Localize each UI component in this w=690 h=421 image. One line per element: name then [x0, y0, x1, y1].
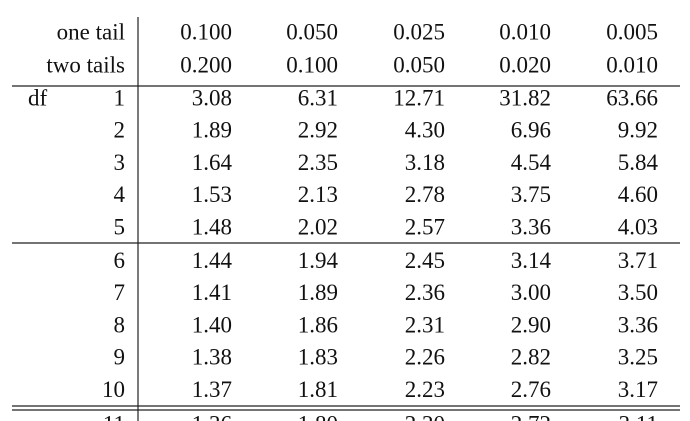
value-cell: 63.66 [606, 85, 658, 110]
value-cell: 1.94 [298, 248, 339, 273]
value-cell: 2.26 [405, 345, 445, 370]
header-cell: 0.050 [286, 19, 338, 44]
value-cell: 1.48 [192, 214, 232, 239]
header-cell: 0.005 [606, 19, 658, 44]
value-cell: 3.17 [618, 377, 658, 402]
value-cell: 6.31 [298, 85, 338, 110]
value-cell: 3.11 [619, 411, 658, 421]
value-cell: 4.54 [511, 150, 552, 175]
value-cell: 1.36 [192, 411, 232, 421]
df-cell: 3 [114, 150, 126, 175]
value-cell: 2.57 [405, 214, 445, 239]
value-cell: 1.38 [192, 345, 232, 370]
value-cell: 3.36 [618, 312, 658, 337]
header-cell: 0.100 [180, 19, 232, 44]
header-label: one tail [57, 19, 125, 44]
value-cell: 3.25 [618, 345, 658, 370]
value-cell: 9.92 [618, 118, 658, 143]
df-cell: 5 [114, 214, 126, 239]
value-cell: 2.78 [405, 182, 445, 207]
value-cell: 2.23 [405, 377, 445, 402]
value-cell: 1.81 [298, 377, 338, 402]
value-cell: 2.45 [405, 248, 445, 273]
value-cell: 3.18 [405, 150, 445, 175]
value-cell: 2.90 [511, 312, 551, 337]
value-cell: 2.35 [298, 150, 338, 175]
value-cell: 3.08 [192, 85, 232, 110]
value-cell: 1.41 [192, 280, 232, 305]
value-cell: 3.50 [618, 280, 658, 305]
value-cell: 2.76 [511, 377, 551, 402]
value-cell: 31.82 [499, 85, 551, 110]
df-cell: 8 [114, 312, 126, 337]
df-cell: 6 [114, 248, 126, 273]
value-cell: 3.71 [618, 248, 658, 273]
header-cell: 0.100 [286, 52, 338, 77]
value-cell: 12.71 [393, 85, 445, 110]
header-cell: 0.050 [393, 52, 445, 77]
header-cell: 0.025 [393, 19, 445, 44]
df-cell: 4 [114, 182, 126, 207]
df-cell: 2 [114, 118, 126, 143]
value-cell: 1.80 [298, 411, 338, 421]
value-cell: 2.36 [405, 280, 445, 305]
value-cell: 2.02 [298, 214, 338, 239]
value-cell: 1.40 [192, 312, 232, 337]
value-cell: 3.00 [511, 280, 551, 305]
df-cell: 10 [102, 377, 125, 402]
value-cell: 3.14 [511, 248, 552, 273]
df-cell: 9 [114, 345, 126, 370]
value-cell: 2.92 [298, 118, 338, 143]
value-cell: 1.64 [192, 150, 233, 175]
value-cell: 1.53 [192, 182, 232, 207]
header-cell: 0.020 [499, 52, 551, 77]
value-cell: 1.44 [192, 248, 233, 273]
value-cell: 6.96 [511, 118, 551, 143]
df-cell: 11 [103, 411, 125, 421]
df-label: df [28, 85, 48, 110]
value-cell: 1.89 [298, 280, 338, 305]
header-cell: 0.200 [180, 52, 232, 77]
value-cell: 2.13 [298, 182, 338, 207]
df-cell: 7 [114, 280, 126, 305]
value-cell: 1.37 [192, 377, 232, 402]
header-cell: 0.010 [606, 52, 658, 77]
value-cell: 1.86 [298, 312, 338, 337]
value-cell: 1.83 [298, 345, 338, 370]
value-cell: 1.89 [192, 118, 232, 143]
value-cell: 2.20 [405, 411, 445, 421]
value-cell: 2.31 [405, 312, 445, 337]
value-cell: 5.84 [618, 150, 659, 175]
value-cell: 3.75 [511, 182, 551, 207]
value-cell: 4.60 [618, 182, 658, 207]
value-cell: 2.72 [511, 411, 551, 421]
header-label: two tails [46, 52, 125, 77]
value-cell: 4.30 [405, 118, 445, 143]
value-cell: 2.82 [511, 345, 551, 370]
header-cell: 0.010 [499, 19, 551, 44]
df-cell: 1 [114, 85, 126, 110]
value-cell: 3.36 [511, 214, 551, 239]
value-cell: 4.03 [618, 214, 658, 239]
